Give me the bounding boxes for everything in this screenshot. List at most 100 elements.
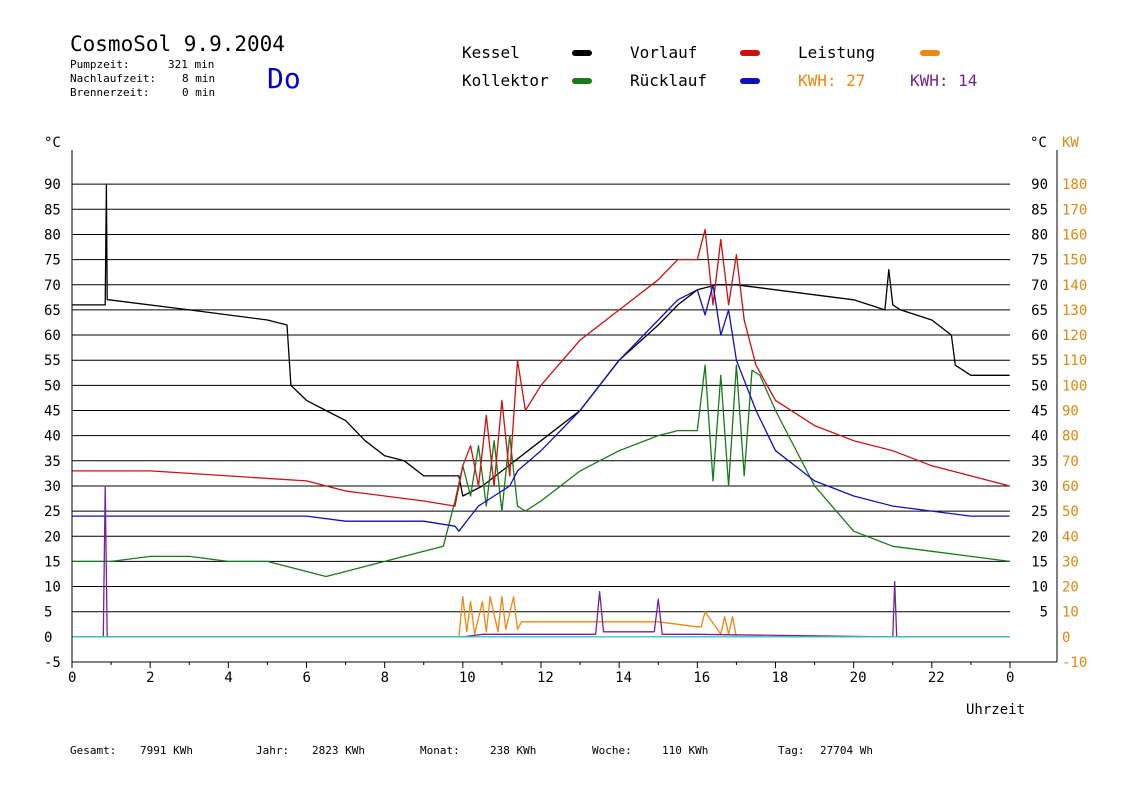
legend-kwh-second: KWH: 14 bbox=[910, 71, 978, 90]
legend-vorlauf-swatch bbox=[740, 50, 760, 56]
x-tick-label: 14 bbox=[615, 670, 632, 686]
y-right-tick-label: 25 bbox=[1031, 504, 1048, 520]
y-right-tick-label: 40 bbox=[1031, 429, 1048, 445]
y-tick-label: 15 bbox=[44, 554, 61, 570]
footer-woche-value: 110 KWh bbox=[662, 744, 709, 757]
legend-ruecklauf: Rücklauf bbox=[630, 71, 708, 90]
x-tick-label: 20 bbox=[850, 670, 867, 686]
power-unit-label: KW bbox=[1062, 135, 1079, 151]
footer-tag-value: 27704 Wh bbox=[820, 744, 873, 757]
y-right-tick-label: 85 bbox=[1031, 202, 1048, 218]
pump-time-value: 321 min bbox=[168, 58, 215, 71]
y-tick-label: 20 bbox=[44, 529, 61, 545]
legend-vorlauf: Vorlauf bbox=[630, 43, 698, 62]
power-tick-label: 150 bbox=[1062, 253, 1087, 269]
power-tick-label: 120 bbox=[1062, 328, 1087, 344]
power-tick-label: 60 bbox=[1062, 479, 1079, 495]
y-right-tick-label: 20 bbox=[1031, 529, 1048, 545]
legend-kessel-swatch bbox=[572, 50, 592, 56]
weekday-label: Do bbox=[267, 62, 301, 95]
x-tick-label: 10 bbox=[459, 670, 476, 686]
x-tick-label: 4 bbox=[224, 670, 232, 686]
y-tick-label: 85 bbox=[44, 202, 61, 218]
footer-tag-label: Tag: bbox=[778, 744, 805, 757]
x-tick-label: 12 bbox=[537, 670, 554, 686]
x-tick-label: 6 bbox=[303, 670, 311, 686]
y-tick-label: 90 bbox=[44, 177, 61, 193]
power-tick-label: 170 bbox=[1062, 202, 1087, 218]
y-right-tick-label: 80 bbox=[1031, 227, 1048, 243]
x-tick-label: 2 bbox=[146, 670, 154, 686]
power-tick-label: 130 bbox=[1062, 303, 1087, 319]
footer-gesamt-value: 7991 KWh bbox=[140, 744, 193, 757]
y-tick-label: 35 bbox=[44, 454, 61, 470]
power-tick-label: 30 bbox=[1062, 554, 1079, 570]
pump-time-label: Pumpzeit: bbox=[70, 58, 130, 71]
power-tick-label: -10 bbox=[1062, 655, 1087, 671]
power-tick-label: 80 bbox=[1062, 429, 1079, 445]
power-tick-label: 90 bbox=[1062, 404, 1079, 420]
power-tick-label: 110 bbox=[1062, 353, 1087, 369]
power-tick-label: 20 bbox=[1062, 580, 1079, 596]
footer-woche-label: Woche: bbox=[592, 744, 632, 757]
y-right-tick-label: 90 bbox=[1031, 177, 1048, 193]
legend-kessel: Kessel bbox=[462, 43, 520, 62]
chart-title: CosmoSol 9.9.2004 bbox=[70, 32, 285, 56]
y-right-tick-label: 5 bbox=[1040, 605, 1048, 621]
y-tick-label: 55 bbox=[44, 353, 61, 369]
y-tick-label: 60 bbox=[44, 328, 61, 344]
y-tick-label: 25 bbox=[44, 504, 61, 520]
y-tick-label: 70 bbox=[44, 278, 61, 294]
y-tick-label: 10 bbox=[44, 580, 61, 596]
x-tick-label: 22 bbox=[928, 670, 945, 686]
y-right-tick-label: 70 bbox=[1031, 278, 1048, 294]
x-axis-label: Uhrzeit bbox=[966, 702, 1025, 718]
legend-leistung-swatch bbox=[920, 50, 940, 56]
legend-kollektor-swatch bbox=[572, 78, 592, 84]
footer-monat-value: 238 KWh bbox=[490, 744, 537, 757]
x-tick-label: 18 bbox=[772, 670, 789, 686]
legend-kollektor: Kollektor bbox=[462, 71, 549, 90]
y-tick-label: 65 bbox=[44, 303, 61, 319]
y-tick-label: 0 bbox=[44, 630, 52, 646]
x-tick-label: 0 bbox=[1006, 670, 1014, 686]
y-right-tick-label: 45 bbox=[1031, 404, 1048, 420]
x-tick-label: 0 bbox=[68, 670, 76, 686]
y-right-tick-label: 75 bbox=[1031, 253, 1048, 269]
y-right-tick-label: 55 bbox=[1031, 353, 1048, 369]
footer-gesamt-label: Gesamt: bbox=[70, 744, 117, 757]
power-tick-label: 0 bbox=[1062, 630, 1070, 646]
burner-time-label: Brennerzeit: bbox=[70, 86, 150, 99]
y-right-tick-label: 30 bbox=[1031, 479, 1048, 495]
legend-leistung: Leistung bbox=[798, 43, 876, 62]
y-right-tick-label: 60 bbox=[1031, 328, 1048, 344]
x-tick-label: 8 bbox=[381, 670, 389, 686]
y-unit-left: °C bbox=[44, 135, 61, 151]
y-right-tick-label: 65 bbox=[1031, 303, 1048, 319]
y-right-tick-label: 10 bbox=[1031, 580, 1048, 596]
x-tick-label: 16 bbox=[693, 670, 710, 686]
series-line-kollektor-1 bbox=[72, 364, 1010, 578]
y-tick-label: 30 bbox=[44, 479, 61, 495]
footer-jahr-value: 2823 KWh bbox=[312, 744, 365, 757]
y-tick-label: 45 bbox=[44, 404, 61, 420]
y-tick-label: 40 bbox=[44, 429, 61, 445]
y-unit-right: °C bbox=[1030, 135, 1047, 151]
series-line-kessel-0 bbox=[72, 183, 1010, 497]
power-tick-label: 180 bbox=[1062, 177, 1087, 193]
legend-kwh-total: KWH: 27 bbox=[798, 71, 866, 90]
series-line-r-cklauf-3 bbox=[72, 284, 1010, 532]
power-tick-label: 70 bbox=[1062, 454, 1079, 470]
power-tick-label: 160 bbox=[1062, 227, 1087, 243]
power-tick-label: 100 bbox=[1062, 378, 1087, 394]
footer-jahr-label: Jahr: bbox=[256, 744, 290, 757]
y-tick-label: 50 bbox=[44, 378, 61, 394]
footer-monat-label: Monat: bbox=[420, 744, 460, 757]
y-right-tick-label: 35 bbox=[1031, 454, 1048, 470]
series-line-leistung-4 bbox=[72, 595, 1010, 638]
y-tick-label: -5 bbox=[44, 655, 61, 671]
runout-time-label: Nachlaufzeit: bbox=[70, 72, 157, 85]
y-right-tick-label: 50 bbox=[1031, 378, 1048, 394]
power-tick-label: 40 bbox=[1062, 529, 1079, 545]
